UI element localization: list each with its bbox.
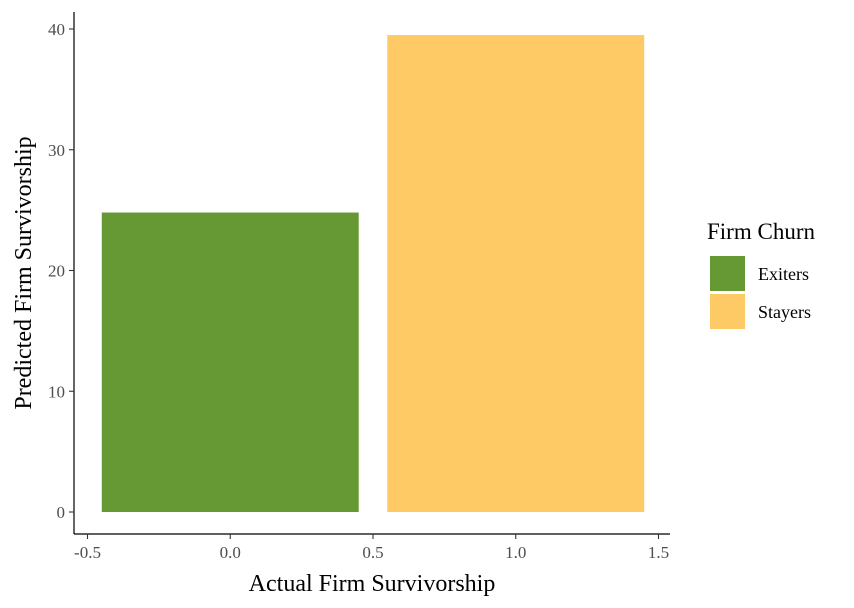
y-tick-label: 30 (48, 141, 65, 160)
x-tick-label: 1.0 (505, 543, 526, 562)
x-tick-label: 1.5 (648, 543, 669, 562)
x-tick-label: 0.5 (362, 543, 383, 562)
y-tick-label: 20 (48, 262, 65, 281)
x-tick-label: -0.5 (74, 543, 101, 562)
legend-key-exiters (710, 256, 745, 291)
bars-layer (101, 35, 645, 513)
y-tick-label: 40 (48, 20, 65, 39)
y-tick-label: 0 (57, 503, 66, 522)
legend-key-stayers (710, 294, 745, 329)
bar-stayers (387, 35, 645, 512)
legend-title: Firm Churn (707, 219, 815, 244)
y-axis-title: Predicted Firm Survivorship (11, 136, 37, 409)
y-tick-label: 10 (48, 382, 65, 401)
legend-label-stayers: Stayers (758, 302, 811, 322)
y-ticks: 0 10 20 30 40 (48, 20, 74, 522)
legend: Firm Churn Exiters Stayers (707, 219, 815, 329)
x-tick-label: 0.0 (220, 543, 241, 562)
bar-exiters (101, 212, 359, 513)
x-axis-title: Actual Firm Survivorship (249, 571, 496, 597)
x-ticks: -0.5 0.0 0.5 1.0 1.5 (74, 534, 669, 562)
legend-label-exiters: Exiters (758, 264, 809, 284)
